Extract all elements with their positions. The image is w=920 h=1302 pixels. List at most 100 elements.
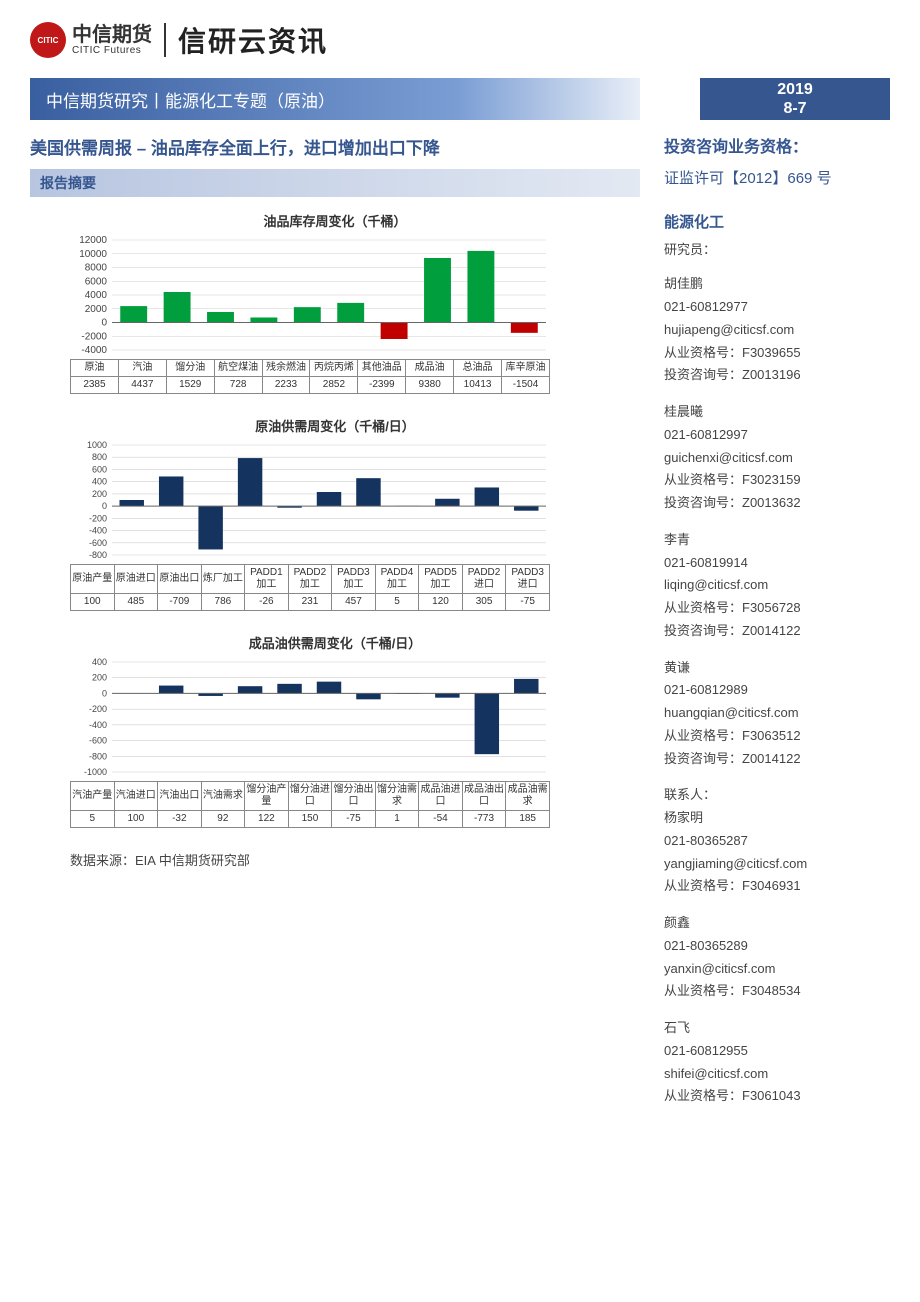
analyst-block: 胡佳鹏 021-60812977 hujiapeng@citicsf.com 从…	[664, 273, 890, 387]
y-tick-label: -600	[89, 538, 107, 548]
value-cell: -709	[158, 594, 202, 611]
chart1-title: 油品库存周变化（千桶）	[30, 211, 640, 230]
chart1-table: 原油汽油馏分油航空煤油残余燃油丙烷丙烯其他油品成品油总油品库辛原油2385443…	[70, 359, 550, 394]
analyst-adv: 投资咨询号：Z0014122	[664, 620, 890, 643]
bar	[475, 487, 499, 506]
category-cell: 汽油产量	[71, 782, 115, 811]
analyst-block: 桂晨曦 021-60812997 guichenxi@citicsf.com 从…	[664, 401, 890, 515]
y-tick-label: -600	[89, 736, 107, 746]
contact-block: 杨家明 021-80365287 yangjiaming@citicsf.com…	[664, 807, 890, 898]
value-cell: 2852	[310, 377, 358, 394]
bar	[238, 458, 262, 506]
y-tick-label: 1000	[87, 441, 107, 450]
category-cell: 丙烷丙烯	[310, 360, 358, 377]
analyst-adv: 投资咨询号：Z0013196	[664, 364, 890, 387]
bar	[238, 686, 262, 693]
value-cell: -32	[158, 811, 202, 828]
category-cell: 库辛原油	[502, 360, 550, 377]
category-cell: 汽油	[118, 360, 166, 377]
value-cell: 231	[288, 594, 332, 611]
category-cell: PADD3进口	[506, 565, 550, 594]
logo-cn: 中信期货	[72, 25, 152, 45]
contact-tel: 021-60812955	[664, 1040, 890, 1063]
qual-no: 证监许可【2012】669 号	[664, 166, 890, 192]
y-tick-label: -1000	[84, 767, 107, 776]
chart-svg: -1000-800-600-400-2000200400	[70, 658, 550, 776]
chart3-title: 成品油供需周变化（千桶/日）	[30, 633, 640, 652]
bar	[164, 292, 191, 323]
y-tick-label: 400	[92, 658, 107, 667]
chart-svg: -4000-2000020004000600080001000012000	[70, 236, 550, 354]
y-tick-label: -200	[89, 704, 107, 714]
value-cell: 9380	[406, 377, 454, 394]
chart1: 油品库存周变化（千桶） -4000-2000020004000600080001…	[30, 211, 640, 394]
value-cell: 457	[332, 594, 376, 611]
logo-divider	[164, 23, 166, 57]
value-cell: 5	[375, 594, 419, 611]
category-cell: 汽油出口	[158, 782, 202, 811]
analyst-adv: 投资咨询号：Z0014122	[664, 748, 890, 771]
category-cell: 航空煤油	[214, 360, 262, 377]
y-tick-label: 10000	[79, 249, 107, 260]
header: CITIC 中信期货 CITIC Futures 信研云资讯	[30, 20, 890, 60]
bar	[467, 251, 494, 323]
analyst-adv: 投资咨询号：Z0013632	[664, 492, 890, 515]
category-cell: PADD5加工	[419, 565, 463, 594]
bar	[294, 307, 321, 322]
chart3: 成品油供需周变化（千桶/日） -1000-800-600-400-2000200…	[30, 633, 640, 828]
banner-left: 中信期货研究丨能源化工专题（原油）	[30, 78, 640, 120]
category-cell: 成品油出口	[462, 782, 506, 811]
category-cell: 原油产量	[71, 565, 115, 594]
category-cell: 馏分油出口	[332, 782, 376, 811]
value-cell: 5	[71, 811, 115, 828]
logo-mark: CITIC	[30, 22, 66, 58]
banner-day: 8-7	[783, 99, 806, 118]
bar	[120, 306, 147, 322]
value-cell: 122	[245, 811, 289, 828]
analyst-tel: 021-60812997	[664, 424, 890, 447]
analyst-email: hujiapeng@citicsf.com	[664, 319, 890, 342]
value-cell: 10413	[454, 377, 502, 394]
contact-lic: 从业资格号：F3046931	[664, 875, 890, 898]
y-tick-label: 8000	[85, 263, 108, 274]
category-cell: 汽油进口	[114, 782, 158, 811]
y-tick-label: 200	[92, 673, 107, 683]
contact-name: 杨家明	[664, 807, 890, 830]
y-tick-label: 12000	[79, 236, 107, 246]
y-tick-label: -4000	[81, 345, 107, 354]
bar	[475, 693, 499, 754]
y-tick-label: -800	[89, 751, 107, 761]
y-tick-label: -2000	[81, 331, 107, 342]
chart3-table: 汽油产量汽油进口汽油出口汽油需求馏分油产量馏分油进口馏分油出口馏分油需求成品油进…	[70, 781, 550, 828]
category-cell: 馏分油产量	[245, 782, 289, 811]
contact-name: 颜鑫	[664, 912, 890, 935]
contact-label: 联系人：	[664, 784, 890, 807]
y-tick-label: 200	[92, 489, 107, 499]
y-tick-label: 0	[102, 501, 107, 511]
bar	[159, 476, 183, 506]
contact-block: 颜鑫 021-80365289 yanxin@citicsf.com 从业资格号…	[664, 912, 890, 1003]
bar	[435, 499, 459, 506]
value-cell: 1529	[166, 377, 214, 394]
category-cell: PADD3加工	[332, 565, 376, 594]
analyst-block: 黄谦 021-60812989 huangqian@citicsf.com 从业…	[664, 657, 890, 771]
bar	[159, 686, 183, 694]
value-cell: 2385	[71, 377, 119, 394]
y-tick-label: 400	[92, 477, 107, 487]
y-tick-label: -400	[89, 526, 107, 536]
value-cell: 1	[375, 811, 419, 828]
value-cell: 786	[201, 594, 245, 611]
analyst-lic: 从业资格号：F3056728	[664, 597, 890, 620]
bar	[207, 312, 234, 323]
analyst-lic: 从业资格号：F3063512	[664, 725, 890, 748]
category-cell: 馏分油	[166, 360, 214, 377]
dept-sub: 研究员：	[664, 239, 890, 262]
category-cell: 残余燃油	[262, 360, 310, 377]
analyst-lic: 从业资格号：F3039655	[664, 342, 890, 365]
bar	[435, 693, 459, 697]
category-cell: 汽油需求	[201, 782, 245, 811]
banner: 中信期货研究丨能源化工专题（原油） 2019 8-7	[30, 78, 890, 120]
bar	[198, 506, 222, 549]
contact-email: yangjiaming@citicsf.com	[664, 853, 890, 876]
value-cell: -773	[462, 811, 506, 828]
